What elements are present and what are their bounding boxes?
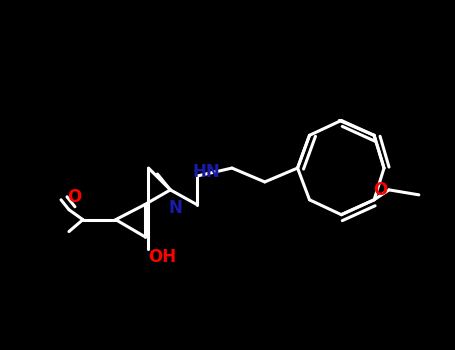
Text: O: O <box>373 181 387 199</box>
Text: HN: HN <box>192 163 220 181</box>
Text: O: O <box>67 188 81 206</box>
Text: OH: OH <box>148 248 177 266</box>
Text: N: N <box>168 199 182 217</box>
